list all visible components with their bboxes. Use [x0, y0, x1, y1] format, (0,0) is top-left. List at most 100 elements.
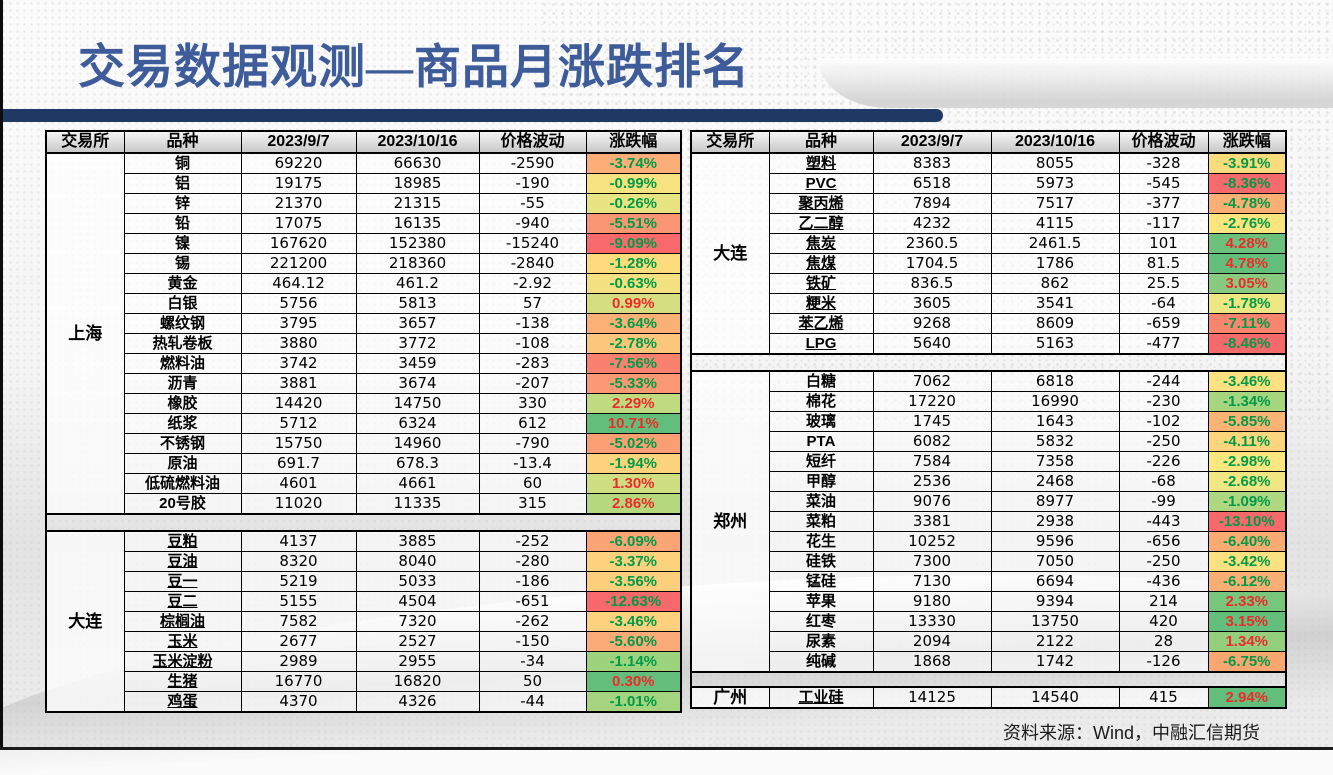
table-row: 广州 工业硅 14125 14540 415 2.94%	[690, 686, 1287, 709]
table-body: 大连 塑料 8383 8055 -328 -3.91% PVC 6518 5973 -545 -8.…	[690, 152, 1287, 709]
pct-change-cell: -4.78%	[1207, 193, 1287, 214]
change-cell: -2840	[478, 253, 587, 274]
table-row: 锰硅 7130 6694 -436 -6.12%	[691, 571, 1287, 592]
column-header: 2023/9/7	[240, 130, 357, 154]
price-end-cell: 3541	[990, 293, 1120, 314]
change-cell: 612	[478, 413, 587, 434]
variety-cell: 生猪	[123, 671, 242, 692]
price-start-cell: 17220	[872, 391, 992, 412]
price-end-cell: 7050	[990, 551, 1120, 572]
table-row: 锌 21370 21315 -55 -0.26%	[46, 193, 682, 214]
change-cell: -940	[478, 213, 587, 234]
page-title: 交易数据观测—商品月涨跌排名	[78, 42, 750, 94]
price-end-cell: 5973	[990, 173, 1120, 194]
variety-cell: 工业硅	[768, 686, 874, 709]
pct-change-cell: -1.78%	[1207, 293, 1287, 314]
price-start-cell: 5756	[240, 293, 357, 314]
price-start-cell: 3881	[240, 373, 357, 394]
pct-change-cell: -2.78%	[585, 333, 682, 354]
change-cell: -283	[478, 353, 587, 374]
price-start-cell: 11020	[240, 493, 357, 515]
price-start-cell: 5155	[240, 591, 357, 612]
pct-change-cell: -5.02%	[585, 433, 682, 454]
table-row: 白银 5756 5813 57 0.99%	[46, 293, 682, 314]
pct-change-cell: 0.99%	[585, 293, 682, 314]
pct-change-cell: 2.86%	[585, 493, 682, 515]
pct-change-cell: 4.78%	[1207, 253, 1287, 274]
variety-cell: 螺纹钢	[123, 313, 242, 334]
price-end-cell: 66630	[355, 152, 480, 174]
pct-change-cell: -0.99%	[585, 173, 682, 194]
variety-cell: 尿素	[768, 631, 874, 652]
section-separator-row	[690, 671, 1287, 688]
price-end-cell: 7517	[990, 193, 1120, 214]
price-start-cell: 10252	[872, 531, 992, 552]
title-accent-bar	[0, 109, 943, 122]
price-start-cell: 3880	[240, 333, 357, 354]
change-cell: -790	[478, 433, 587, 454]
price-start-cell: 5640	[872, 333, 992, 355]
price-start-cell: 464.12	[240, 273, 357, 294]
table-row: 上海铜 69220 66630 -2590 -3.74%	[45, 152, 682, 515]
table-row: 豆一 5219 5033 -186 -3.56%	[46, 571, 682, 592]
change-cell: -2590	[478, 152, 587, 174]
variety-cell: 豆二	[123, 591, 242, 612]
variety-cell: 苯乙烯	[768, 313, 874, 334]
table-row: 不锈钢 15750 14960 -790 -5.02%	[46, 433, 682, 454]
price-end-cell: 8609	[990, 313, 1120, 334]
change-cell: -651	[478, 591, 587, 612]
pct-change-cell: -4.11%	[1207, 431, 1287, 452]
pct-change-cell: -3.74%	[585, 152, 682, 174]
variety-cell: 纸浆	[123, 413, 242, 434]
price-end-cell: 18985	[355, 173, 480, 194]
pct-change-cell: 0.30%	[585, 671, 682, 692]
pct-change-cell: 2.33%	[1207, 591, 1287, 612]
variety-cell: LPG	[768, 333, 874, 355]
price-end-cell: 1643	[990, 411, 1120, 432]
pct-change-cell: -0.26%	[585, 193, 682, 214]
commodity-table-left: 交易所 品种 2023/9/7 2023/10/16 价格波动 涨跌幅 上海铜 69220 6…	[45, 130, 682, 713]
table-row: 铅 17075 16135 -940 -5.51%	[46, 213, 682, 234]
price-start-cell: 3605	[872, 293, 992, 314]
variety-cell: PVC	[768, 173, 874, 194]
price-end-cell: 9394	[990, 591, 1120, 612]
variety-cell: 低硫燃料油	[123, 473, 242, 494]
pct-change-cell: 10.71%	[585, 413, 682, 434]
change-cell: 25.5	[1118, 273, 1209, 294]
pct-change-cell: 2.94%	[1207, 686, 1287, 709]
exchange-label: 郑州	[690, 370, 770, 673]
variety-cell: 橡胶	[123, 393, 242, 414]
price-end-cell: 3885	[355, 530, 480, 552]
price-start-cell: 13330	[872, 611, 992, 632]
price-start-cell: 7300	[872, 551, 992, 572]
section-separator-row	[690, 353, 1287, 372]
variety-cell: 硅铁	[768, 551, 874, 572]
price-start-cell: 6518	[872, 173, 992, 194]
pct-change-cell: 4.28%	[1207, 233, 1287, 254]
price-start-cell: 221200	[240, 253, 357, 274]
table-row: 甲醇 2536 2468 -68 -2.68%	[691, 471, 1287, 492]
change-cell: -108	[478, 333, 587, 354]
price-start-cell: 8320	[240, 551, 357, 572]
price-start-cell: 7582	[240, 611, 357, 632]
price-end-cell: 5033	[355, 571, 480, 592]
change-cell: -659	[1118, 313, 1209, 334]
price-start-cell: 836.5	[872, 273, 992, 294]
pct-change-cell: -1.01%	[585, 691, 682, 713]
pct-change-cell: -3.56%	[585, 571, 682, 592]
change-cell: -226	[1118, 451, 1209, 472]
variety-cell: 锡	[123, 253, 242, 274]
variety-cell: 苹果	[768, 591, 874, 612]
price-start-cell: 4601	[240, 473, 357, 494]
pct-change-cell: -3.64%	[585, 313, 682, 334]
price-end-cell: 5813	[355, 293, 480, 314]
pct-change-cell: -5.33%	[585, 373, 682, 394]
price-end-cell: 6818	[990, 370, 1120, 392]
price-end-cell: 14750	[355, 393, 480, 414]
price-end-cell: 2122	[990, 631, 1120, 652]
table-row: 原油 691.7 678.3 -13.4 -1.94%	[46, 453, 682, 474]
table-row: 玉米淀粉 2989 2955 -34 -1.14%	[46, 651, 682, 672]
price-start-cell: 3795	[240, 313, 357, 334]
table-row: LPG 5640 5163 -477 -8.46%	[691, 333, 1287, 355]
pct-change-cell: 1.30%	[585, 473, 682, 494]
